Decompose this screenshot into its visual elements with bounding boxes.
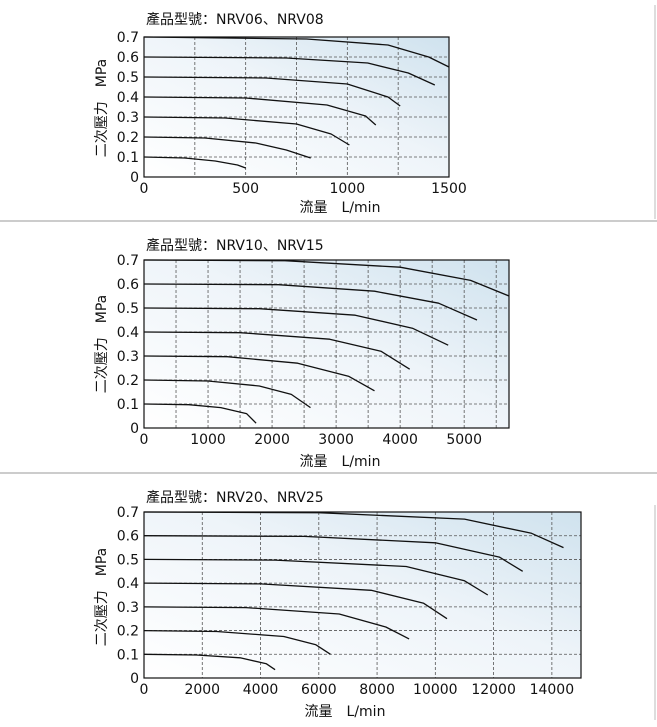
y-tick-label: 0.4 <box>117 576 139 592</box>
x-axis-label: 流量 L/min <box>300 200 381 216</box>
y-tick-label: 0.6 <box>117 277 139 293</box>
x-tick-label: 4000 <box>243 682 279 698</box>
y-axis-label: 二次壓力 MPa <box>94 59 110 157</box>
y-tick-label: 0.5 <box>117 70 139 86</box>
chart-2: 產品型號：NRV10、NRV15 二次壓力 MPa 流量 L/min 0 0.1 0… <box>94 237 509 470</box>
y-tick-label: 0.2 <box>117 130 139 146</box>
x-tick-label: 5000 <box>446 432 482 448</box>
y-tick-label: 0.1 <box>117 397 139 413</box>
chart-1: 產品型號：NRV06、NRV08 二次壓力 MPa 流量 L/min 00.10… <box>94 11 467 216</box>
chart-title: 產品型號：NRV20、NRV25 <box>146 489 324 506</box>
x-tick-label: 0 <box>140 181 149 197</box>
y-tick-label: 0.3 <box>117 349 139 365</box>
chart-3: 產品型號：NRV20、NRV25 二次壓力 MPa 流量 L/min 0 0.1 0… <box>94 489 581 720</box>
y-tick-label: 0.7 <box>117 505 139 521</box>
y-tick-label: 0.7 <box>117 253 139 269</box>
plot-background <box>144 260 509 428</box>
x-tick-label: 8000 <box>359 682 395 698</box>
y-tick-label: 0 <box>130 671 139 687</box>
x-tick-label: 2000 <box>254 432 290 448</box>
x-tick-label: 0 <box>140 682 149 698</box>
y-tick-label: 0 <box>130 421 139 437</box>
x-tick-label: 500 <box>232 181 259 197</box>
x-tick-label: 1000 <box>330 181 366 197</box>
y-tick-label: 0.6 <box>117 529 139 545</box>
x-tick-label: 12000 <box>471 682 516 698</box>
x-axis-label: 流量 L/min <box>305 704 386 720</box>
x-tick-label: 1000 <box>190 432 226 448</box>
x-tick-label: 2000 <box>184 682 220 698</box>
x-tick-label: 10000 <box>413 682 458 698</box>
y-tick-label: 0.4 <box>117 90 139 106</box>
plot-background <box>144 512 581 678</box>
y-axis-label: 二次壓力 MPa <box>94 548 110 646</box>
y-tick-label: 0.5 <box>117 301 139 317</box>
y-tick-label: 0.4 <box>117 325 139 341</box>
x-tick-label: 1500 <box>431 181 467 197</box>
x-tick-label: 3000 <box>318 432 354 448</box>
y-tick-label: 0.7 <box>117 30 139 46</box>
y-tick-label: 0.2 <box>117 624 139 640</box>
x-tick-label: 6000 <box>301 682 337 698</box>
chart-title: 產品型號：NRV06、NRV08 <box>146 11 324 28</box>
y-axis-label: 二次壓力 MPa <box>94 295 110 393</box>
y-axis-label-text: 二次壓力 MPa <box>94 295 110 393</box>
chart-title: 產品型號：NRV10、NRV15 <box>146 237 324 254</box>
y-axis-label-text: 二次壓力 MPa <box>94 59 110 157</box>
y-tick-label: 0 <box>130 170 139 186</box>
x-tick-label: 4000 <box>382 432 418 448</box>
y-tick-label: 0.6 <box>117 50 139 66</box>
y-tick-label: 0.1 <box>117 150 139 166</box>
x-tick-label: 14000 <box>530 682 575 698</box>
y-axis-label-text: 二次壓力 MPa <box>94 548 110 646</box>
x-axis-label: 流量 L/min <box>300 454 381 470</box>
y-tick-label: 0.3 <box>117 600 139 616</box>
x-tick-label: 0 <box>140 432 149 448</box>
y-tick-label: 0.3 <box>117 110 139 126</box>
y-tick-label: 0.5 <box>117 552 139 568</box>
y-tick-label: 0.1 <box>117 647 139 663</box>
y-tick-label: 0.2 <box>117 373 139 389</box>
